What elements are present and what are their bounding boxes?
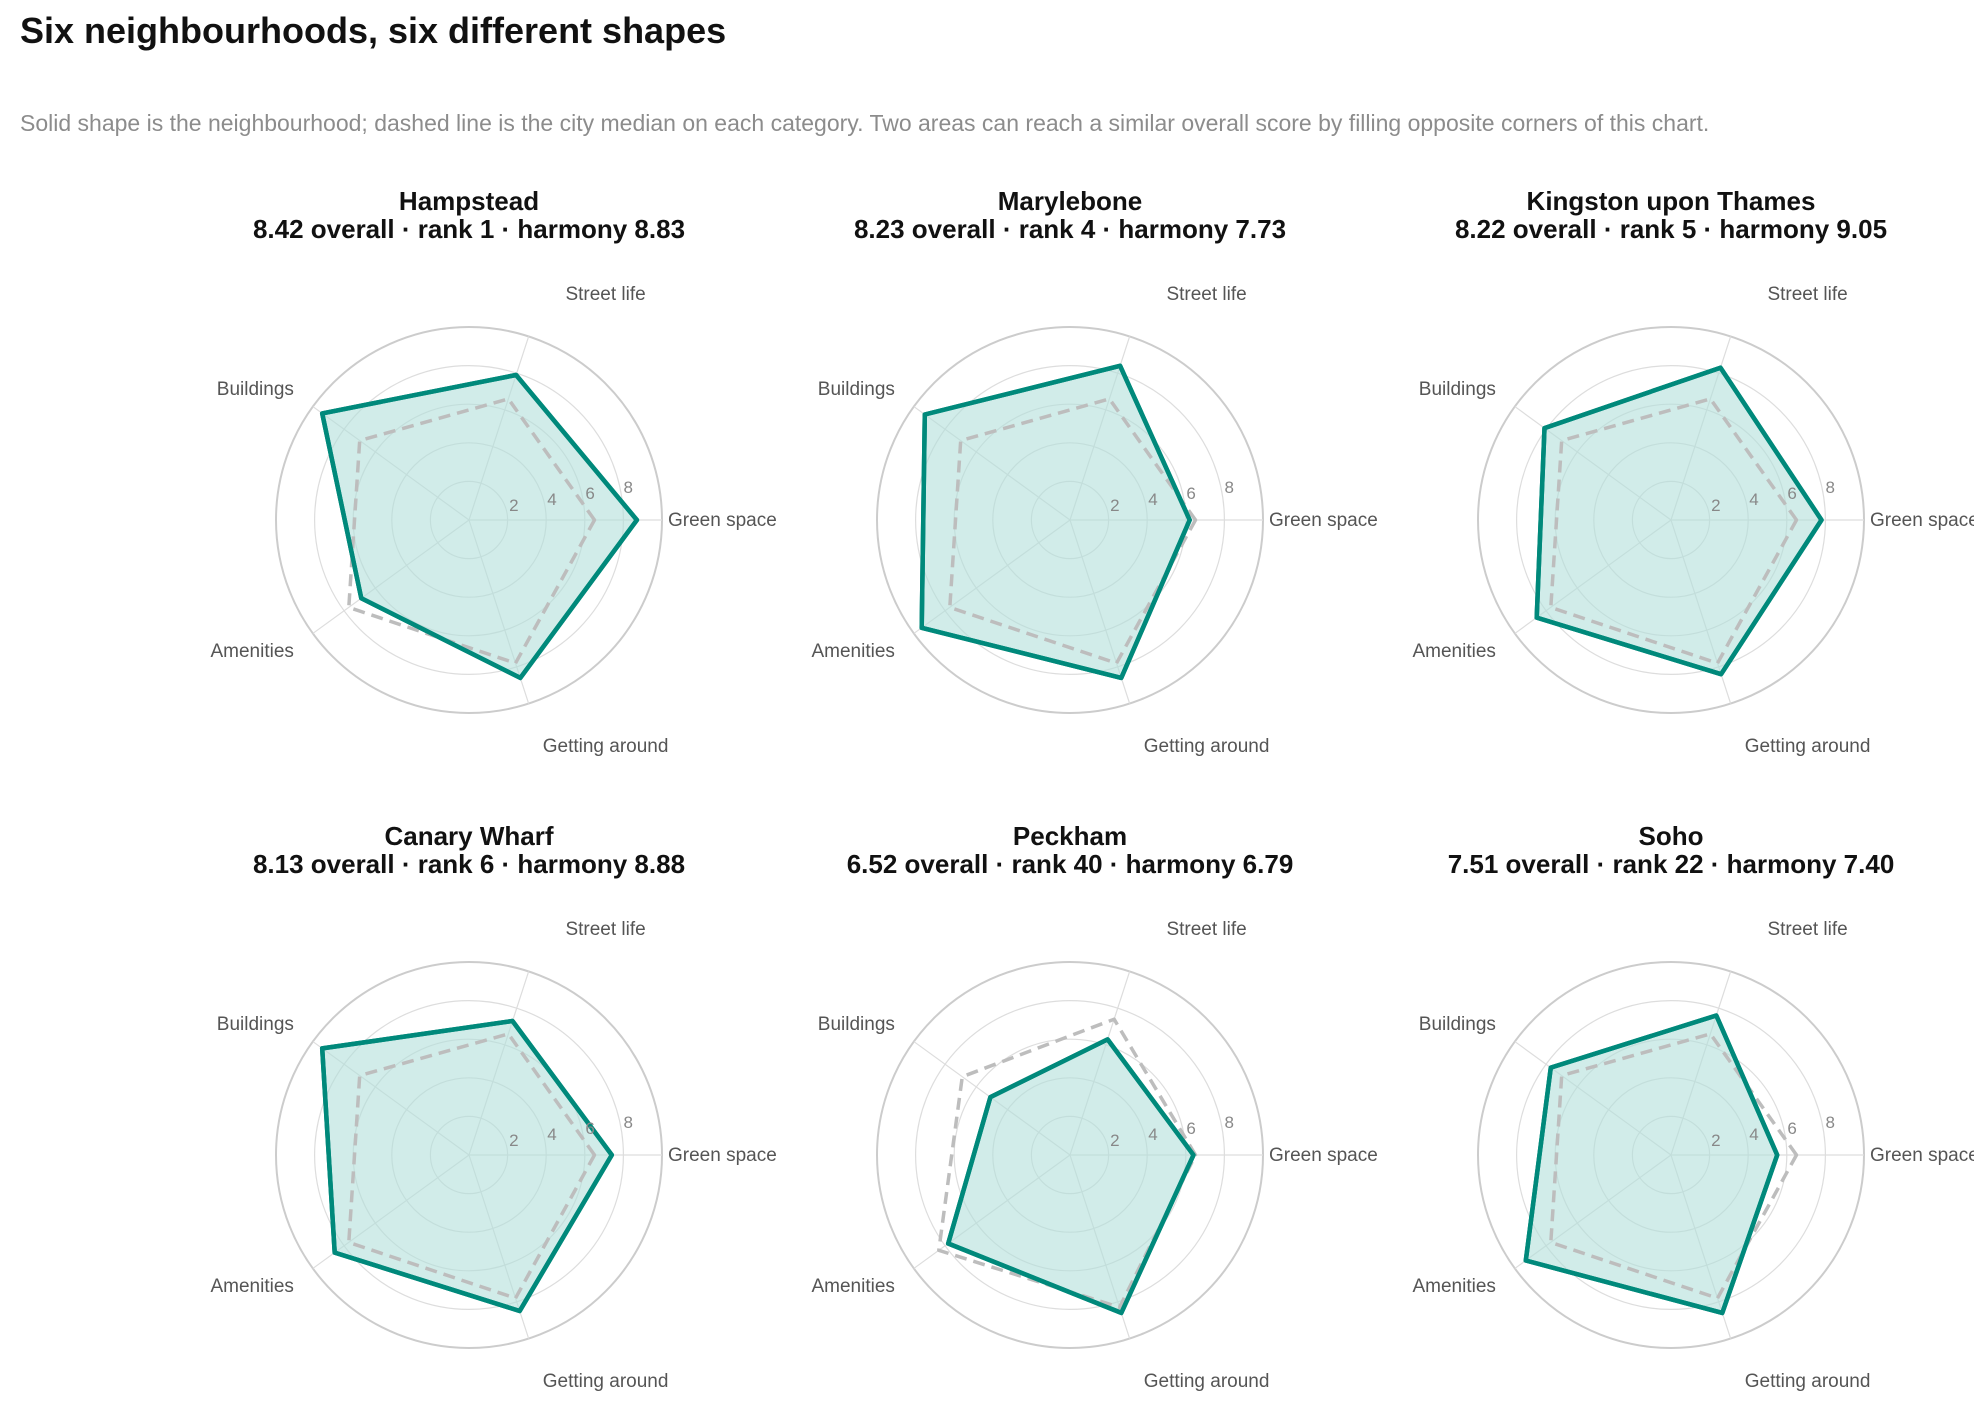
category-label: Street life xyxy=(565,919,645,940)
panel-subtitle: 8.13 overall · rank 6 · harmony 8.88 xyxy=(253,849,685,879)
neighbourhood-shape xyxy=(1534,365,1824,677)
tick-label: 2 xyxy=(1110,496,1119,515)
neighbourhood-outline xyxy=(919,363,1192,681)
tick-label: 6 xyxy=(585,1119,594,1138)
category-label: Amenities xyxy=(210,1276,293,1297)
tick-label: 8 xyxy=(1825,478,1834,497)
neighbourhood-outline xyxy=(1523,1013,1780,1316)
category-label: Amenities xyxy=(210,641,293,662)
category-label: Street life xyxy=(565,284,645,305)
tick-label: 2 xyxy=(509,496,518,515)
category-label: Buildings xyxy=(1419,1014,1496,1035)
panel-subtitle: 8.22 overall · rank 5 · harmony 9.05 xyxy=(1455,214,1887,244)
category-label: Getting around xyxy=(1144,736,1270,757)
tick-label: 2 xyxy=(509,1131,518,1150)
category-label: Green space xyxy=(1870,1145,1974,1166)
neighbourhood-shape xyxy=(319,1018,615,1314)
category-label: Getting around xyxy=(1144,1371,1270,1392)
category-label: Green space xyxy=(668,1145,777,1166)
category-label: Getting around xyxy=(543,736,669,757)
tick-label: 8 xyxy=(1825,1113,1834,1132)
tick-label: 8 xyxy=(1224,478,1233,497)
tick-label: 4 xyxy=(547,490,556,509)
tick-label: 2 xyxy=(1711,496,1720,515)
category-label: Green space xyxy=(1269,510,1378,531)
category-label: Amenities xyxy=(1412,641,1495,662)
median-shape xyxy=(1549,397,1799,665)
panel-title: Kingston upon Thames xyxy=(1527,186,1816,216)
tick-label: 4 xyxy=(1148,1125,1157,1144)
category-label: Amenities xyxy=(811,1276,894,1297)
tick-label: 6 xyxy=(1787,484,1796,503)
category-label: Buildings xyxy=(818,1014,895,1035)
median-shape xyxy=(347,397,597,665)
category-label: Buildings xyxy=(217,1014,294,1035)
tick-label: 2 xyxy=(1711,1131,1720,1150)
panel-title: Hampstead xyxy=(399,186,539,216)
tick-label: 4 xyxy=(547,1125,556,1144)
neighbourhood-outline xyxy=(319,1018,615,1314)
panel-subtitle: 8.42 overall · rank 1 · harmony 8.83 xyxy=(253,214,685,244)
category-label: Buildings xyxy=(1419,379,1496,400)
category-label: Green space xyxy=(668,510,777,531)
category-label: Street life xyxy=(1166,919,1246,940)
tick-label: 6 xyxy=(1787,1119,1796,1138)
category-label: Getting around xyxy=(543,1371,669,1392)
tick-label: 6 xyxy=(585,484,594,503)
neighbourhood-shape xyxy=(919,363,1192,681)
panel-title: Soho xyxy=(1639,821,1704,851)
category-label: Buildings xyxy=(818,379,895,400)
panel-subtitle: 6.52 overall · rank 40 · harmony 6.79 xyxy=(847,849,1294,879)
category-label: Getting around xyxy=(1745,1371,1871,1392)
tick-label: 6 xyxy=(1186,484,1195,503)
tick-label: 4 xyxy=(1148,490,1157,509)
category-label: Buildings xyxy=(217,379,294,400)
category-label: Getting around xyxy=(1745,736,1871,757)
panel-subtitle: 8.23 overall · rank 4 · harmony 7.73 xyxy=(854,214,1286,244)
category-label: Green space xyxy=(1870,510,1974,531)
category-label: Street life xyxy=(1166,284,1246,305)
tick-label: 8 xyxy=(1224,1113,1233,1132)
page-subtitle: Solid shape is the neighbourhood; dashed… xyxy=(20,110,1710,136)
category-label: Amenities xyxy=(1412,1276,1495,1297)
category-label: Street life xyxy=(1767,284,1847,305)
tick-label: 8 xyxy=(623,478,632,497)
median-shape xyxy=(1549,1032,1799,1300)
category-label: Street life xyxy=(1767,919,1847,940)
panel-title: Marylebone xyxy=(998,186,1143,216)
neighbourhood-shape xyxy=(945,1037,1196,1316)
neighbourhood-outline xyxy=(1534,365,1824,677)
page-title: Six neighbourhoods, six different shapes xyxy=(20,10,727,51)
median-shape xyxy=(948,397,1198,665)
median-shape xyxy=(347,1032,597,1300)
neighbourhood-outline xyxy=(945,1037,1196,1316)
tick-label: 8 xyxy=(623,1113,632,1132)
category-label: Green space xyxy=(1269,1145,1378,1166)
tick-label: 4 xyxy=(1749,490,1758,509)
panel-subtitle: 7.51 overall · rank 22 · harmony 7.40 xyxy=(1448,849,1895,879)
median-shape xyxy=(937,1017,1198,1310)
neighbourhood-outline xyxy=(319,372,640,681)
tick-label: 6 xyxy=(1186,1119,1195,1138)
tick-label: 4 xyxy=(1749,1125,1758,1144)
tick-label: 2 xyxy=(1110,1131,1119,1150)
category-label: Amenities xyxy=(811,641,894,662)
panel-title: Canary Wharf xyxy=(384,821,553,851)
panel-title: Peckham xyxy=(1013,821,1127,851)
